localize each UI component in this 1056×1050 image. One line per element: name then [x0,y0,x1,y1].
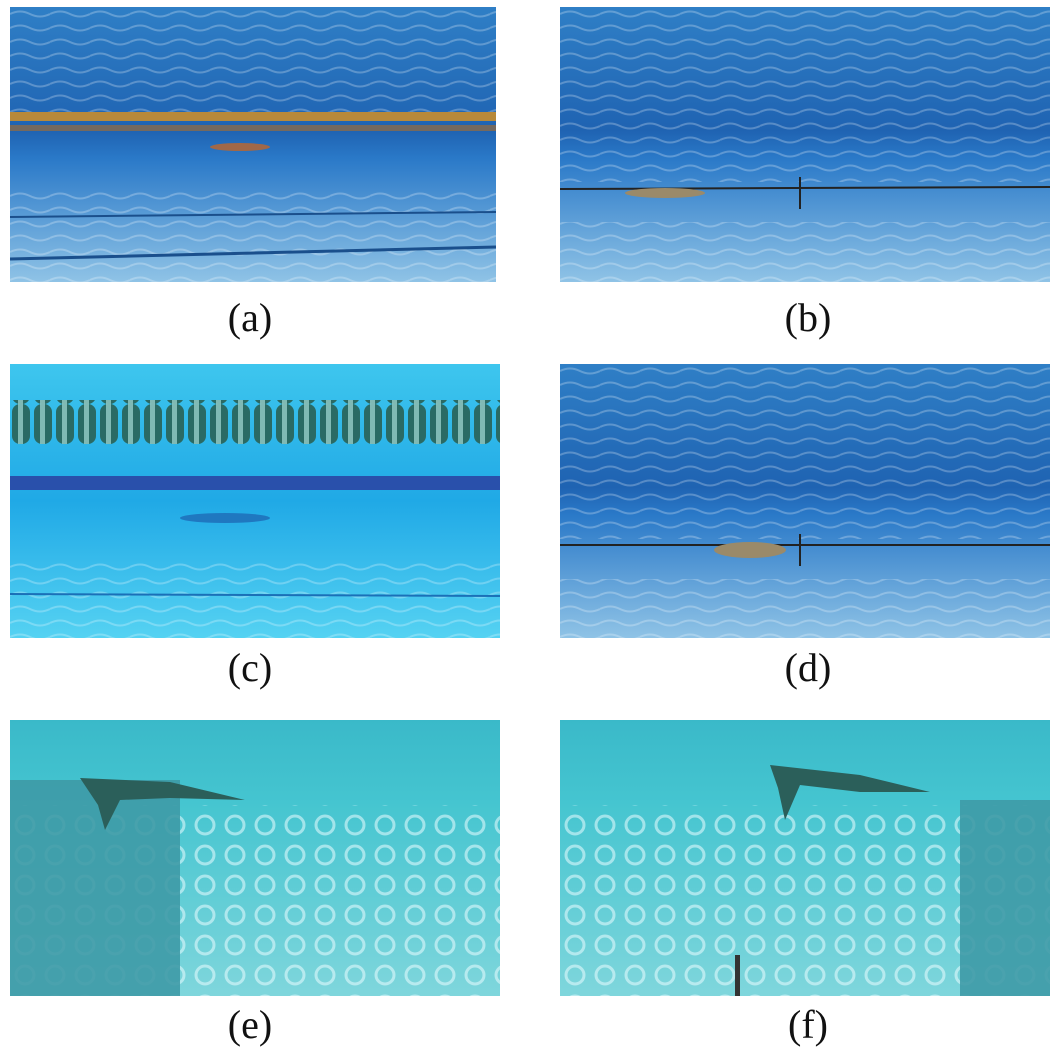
lane-rope [10,400,500,444]
floor [10,562,500,638]
caption: (d) [708,648,908,688]
surface [560,7,1050,182]
photo-a [10,7,496,282]
caption: (a) [150,298,350,338]
lane-rope [10,125,496,131]
swimmer [210,143,270,151]
swimmer [625,188,705,198]
wall [960,800,1050,996]
lane-rope [10,476,500,490]
swimmer [714,542,786,558]
photo-b [560,7,1050,282]
photo-d [560,364,1050,638]
floor [560,222,1050,282]
surface [10,7,496,117]
marker [735,955,740,996]
caption: (f) [708,1005,908,1045]
photo-f [560,720,1050,996]
photo-c [10,364,500,638]
caption: (b) [708,298,908,338]
wall [10,780,180,996]
swimmer [180,513,270,523]
figure: (a) (b) (c) (d) (e) (f) (() => { const d… [0,0,1056,1050]
floor [560,579,1050,638]
surface [560,364,1050,539]
floor [10,187,496,282]
lane-rope [10,112,496,121]
caption: (c) [150,648,350,688]
photo-e [10,720,500,996]
caption: (e) [150,1005,350,1045]
